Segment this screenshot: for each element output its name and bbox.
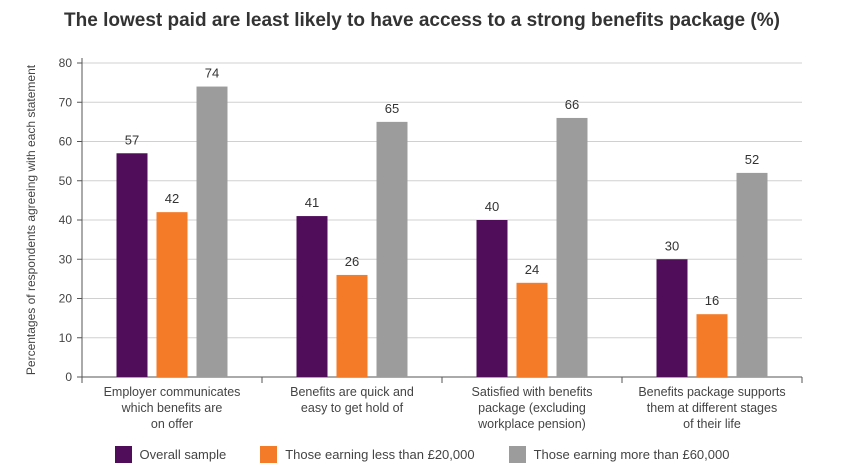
x-tick-label: them at different stages — [647, 401, 777, 415]
data-label: 74 — [205, 66, 219, 81]
bar — [736, 172, 768, 377]
legend-item-low-earners: Those earning less than £20,000 — [260, 446, 475, 463]
x-tick-label: package (excluding — [478, 401, 586, 415]
data-label: 66 — [565, 97, 579, 112]
y-axis-label: Percentages of respondents agreeing with… — [24, 64, 38, 375]
bar — [556, 117, 588, 377]
data-label: 52 — [745, 152, 759, 167]
bar — [196, 86, 228, 378]
legend-swatch — [260, 446, 278, 463]
bar — [156, 212, 188, 377]
x-tick-label: which benefits are — [121, 401, 223, 415]
data-label: 16 — [705, 293, 719, 308]
x-tick-label: Benefits are quick and — [290, 385, 414, 399]
bar-chart: 0 10 20 30 40 50 60 70 80 Percentages of responde… — [24, 56, 803, 431]
y-tick-label: 80 — [59, 56, 73, 70]
legend-item-overall: Overall sample — [114, 446, 227, 463]
bar — [656, 259, 688, 377]
x-tick-label: Satisfied with benefits — [472, 385, 593, 399]
data-label: 41 — [305, 195, 319, 210]
legend-label: Those earning less than £20,000 — [285, 447, 475, 462]
bar — [336, 274, 368, 377]
y-tick-label: 30 — [59, 252, 73, 266]
legend-swatch — [114, 446, 132, 463]
y-tick-label: 20 — [59, 292, 73, 306]
bar — [296, 216, 328, 377]
y-tick-label: 10 — [59, 331, 73, 345]
data-label: 30 — [665, 238, 679, 253]
x-tick-label: of their life — [683, 417, 741, 431]
legend-item-high-earners: Those earning more than £60,000 — [508, 446, 730, 463]
data-label: 40 — [485, 199, 499, 214]
data-label: 57 — [125, 132, 139, 147]
y-tick-label: 50 — [59, 174, 73, 188]
legend: Overall sample Those earning less than £… — [0, 446, 844, 463]
y-tick-label: 70 — [59, 95, 73, 109]
y-tick-label: 60 — [59, 135, 73, 149]
chart-title: The lowest paid are least likely to have… — [64, 10, 780, 31]
bar — [116, 153, 148, 377]
bar — [516, 282, 548, 377]
data-label: 65 — [385, 101, 399, 116]
x-tick-label: workplace pension) — [477, 417, 586, 431]
x-tick-label: Employer communicates — [104, 385, 241, 399]
legend-label: Those earning more than £60,000 — [533, 447, 730, 462]
data-label: 26 — [345, 254, 359, 269]
y-tick-label: 0 — [65, 370, 72, 384]
x-tick-label: easy to get hold of — [301, 401, 404, 415]
y-tick-label: 40 — [59, 213, 73, 227]
x-tick-label: on offer — [151, 417, 193, 431]
data-label: 42 — [165, 191, 179, 206]
bar — [476, 220, 508, 377]
bar — [376, 121, 408, 377]
data-label: 24 — [525, 262, 539, 277]
bar — [696, 314, 728, 377]
legend-label: Overall sample — [139, 447, 227, 462]
x-tick-label: Benefits package supports — [638, 385, 785, 399]
legend-swatch — [508, 446, 526, 463]
